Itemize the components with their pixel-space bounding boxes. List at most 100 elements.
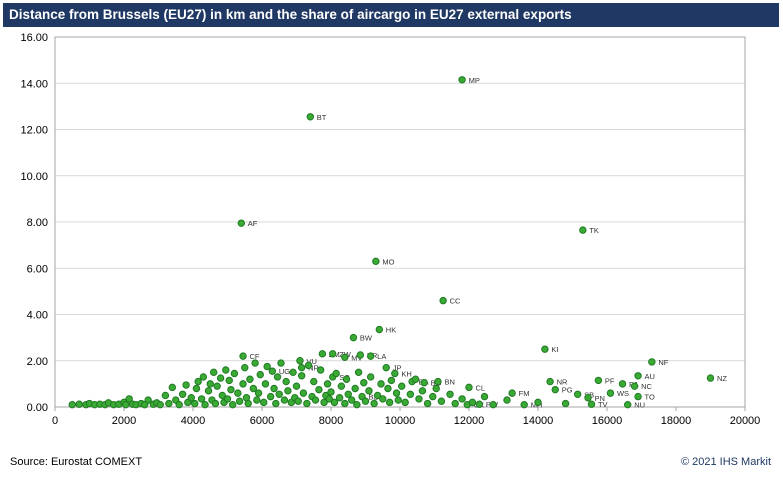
data-point [573, 390, 582, 398]
point-label: CF [250, 352, 260, 361]
data-point [330, 398, 339, 407]
point-label: KH [401, 369, 411, 378]
data-point [204, 387, 213, 395]
data-point [360, 379, 368, 387]
data-point [294, 397, 302, 405]
y-tick-label: 12.00 [20, 125, 48, 137]
data-point [318, 350, 327, 358]
point-label: MV [351, 353, 362, 362]
data-point [437, 397, 446, 405]
data-point [366, 352, 375, 360]
data-point [310, 377, 318, 386]
point-label: TO [645, 393, 655, 402]
point-label: PN [595, 394, 605, 403]
data-point [344, 390, 352, 398]
data-point [144, 396, 152, 404]
data-point [272, 399, 280, 408]
data-point [222, 366, 230, 374]
data-point [289, 368, 297, 377]
data-point [218, 391, 227, 400]
data-point [239, 380, 247, 388]
x-tick-label: 6000 [250, 415, 274, 427]
point-label: NC [641, 382, 652, 391]
data-point [468, 398, 477, 407]
x-tick-label: 8000 [319, 415, 343, 427]
data-point [168, 383, 177, 392]
data-point [618, 380, 627, 388]
point-label: UG [279, 367, 290, 376]
x-tick-label: 16000 [592, 415, 623, 427]
y-tick-label: 16.00 [20, 32, 48, 44]
data-point [261, 380, 270, 388]
data-point [458, 395, 466, 403]
data-point [187, 394, 195, 402]
point-label: CL [476, 383, 486, 392]
data-point [335, 394, 344, 402]
data-point [624, 400, 632, 409]
point-label: MO [382, 257, 394, 266]
data-point [648, 358, 656, 366]
point-label: BT [317, 113, 327, 122]
data-point [273, 373, 282, 381]
data-point [297, 372, 306, 380]
data-point [489, 400, 497, 409]
data-point [361, 397, 370, 405]
data-point [320, 398, 328, 407]
point-label: WS [617, 389, 629, 398]
data-point [122, 400, 130, 409]
data-point [296, 357, 304, 365]
data-point [458, 76, 466, 84]
data-point [241, 363, 249, 372]
data-point [534, 398, 542, 407]
data-point [341, 399, 349, 408]
data-point [253, 396, 261, 404]
data-point [211, 399, 220, 408]
data-point [332, 369, 340, 378]
point-label: TK [589, 226, 599, 235]
data-point [394, 396, 402, 404]
data-point [182, 381, 190, 389]
data-point [387, 376, 396, 385]
data-point [297, 363, 306, 372]
data-point [594, 376, 603, 385]
data-point [156, 400, 164, 409]
data-point [385, 398, 394, 407]
data-point [165, 399, 173, 408]
data-point [372, 257, 380, 266]
x-tick-label: 0 [52, 415, 58, 427]
data-point [406, 390, 415, 398]
data-point [439, 296, 447, 305]
data-point [175, 400, 183, 409]
data-point [415, 395, 423, 403]
point-label: FM [519, 389, 530, 398]
point-label: NU [634, 401, 645, 410]
data-point [606, 389, 615, 397]
data-point [379, 395, 387, 403]
data-point [366, 373, 375, 381]
data-point [411, 375, 420, 383]
data-point [299, 389, 308, 397]
y-tick-label: 2.00 [27, 356, 48, 368]
data-point [375, 325, 383, 334]
point-label: LA [377, 352, 386, 361]
y-tick-label: 6.00 [27, 263, 48, 275]
point-label: JP [393, 364, 402, 373]
data-point [377, 380, 385, 388]
data-point [587, 400, 596, 408]
data-point [503, 396, 511, 404]
title-bar: Distance from Brussels (EU27) in km and … [3, 3, 779, 27]
data-point [451, 399, 459, 408]
data-point [68, 400, 76, 409]
data-point [251, 359, 259, 367]
data-point [480, 392, 489, 401]
point-label: AF [248, 219, 258, 228]
data-point [418, 387, 427, 395]
data-point [268, 367, 277, 375]
data-point [315, 385, 323, 394]
point-label: NR [557, 378, 568, 387]
data-point [325, 395, 333, 403]
data-point [210, 368, 218, 377]
point-label: NF [658, 358, 668, 367]
